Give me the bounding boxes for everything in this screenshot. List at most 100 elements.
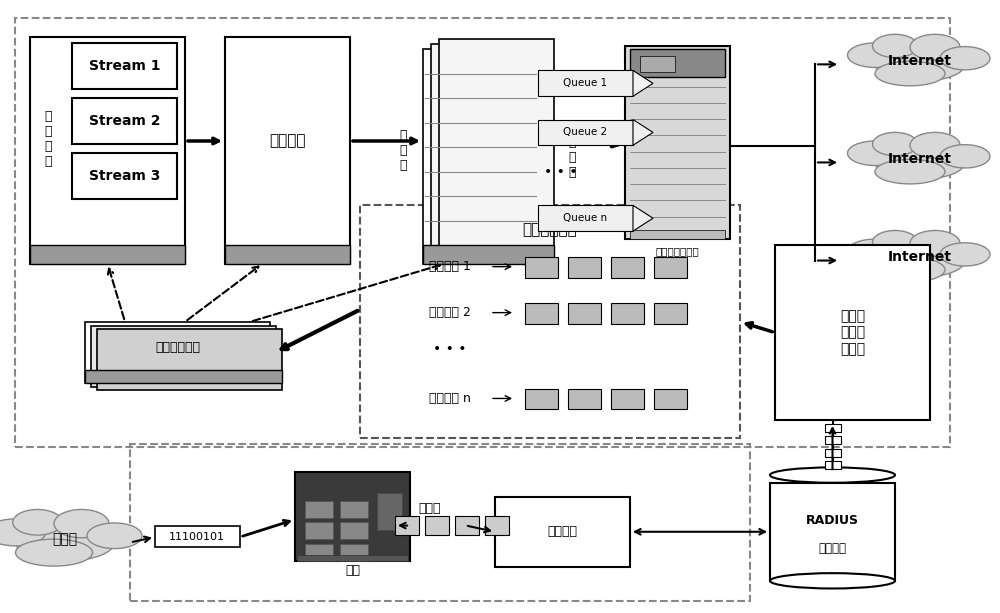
Bar [305,522,333,539]
Bar [630,49,725,77]
Bar [85,370,282,383]
Bar [495,497,630,567]
Text: 监听进程: 监听进程 [548,525,578,538]
Bar [30,245,185,264]
Text: 链
路
队
列: 链 路 队 列 [44,110,52,168]
Bar [525,303,558,324]
Polygon shape [633,70,653,96]
Text: 11100101: 11100101 [169,532,225,542]
Bar [611,303,644,324]
Ellipse shape [872,132,918,156]
Polygon shape [633,205,653,231]
Text: 用户链路 2: 用户链路 2 [429,306,471,319]
Text: 过
滤
器: 过 滤 器 [399,129,407,172]
Bar [340,544,368,561]
Text: Queue n: Queue n [563,213,607,223]
Ellipse shape [940,145,990,168]
Text: Internet: Internet [888,55,952,68]
Bar [72,153,177,199]
Bar [824,461,840,469]
Bar [538,205,633,231]
Bar [625,46,730,239]
Bar [340,501,368,518]
Bar [525,257,558,278]
Text: Stream 1: Stream 1 [89,59,160,73]
Bar [538,120,633,145]
Bar [225,37,350,264]
Text: Stream 2: Stream 2 [89,114,160,128]
Bar [340,522,368,539]
Bar [72,98,177,144]
Bar [455,516,479,535]
Bar [611,257,644,278]
Text: 以太帧: 以太帧 [419,502,441,516]
Bar [824,436,840,444]
Bar [525,389,558,409]
Bar [305,544,333,561]
Bar [654,389,687,409]
Bar [30,37,185,264]
Text: 链
路
队
列: 链 路 队 列 [568,121,576,179]
Text: 链路接入服务器: 链路接入服务器 [656,246,699,256]
Bar [423,245,554,264]
Bar [538,70,633,96]
Bar [425,516,449,535]
Bar [72,43,177,89]
Bar [305,501,333,518]
Ellipse shape [770,573,895,588]
Bar [611,389,644,409]
Text: Queue 1: Queue 1 [563,78,607,88]
Ellipse shape [910,34,960,60]
Bar [15,18,950,447]
Text: 用户链路 1: 用户链路 1 [429,260,471,273]
Text: 局域网: 局域网 [52,533,78,546]
Text: 流量控制策略: 流量控制策略 [523,223,577,237]
Text: Internet: Internet [888,251,952,264]
Ellipse shape [848,43,902,67]
Text: 用户链路 n: 用户链路 n [429,392,471,405]
Bar [130,444,750,601]
Text: RADIUS: RADIUS [806,514,859,527]
Bar [225,245,350,264]
Ellipse shape [875,159,945,184]
Bar [155,526,240,547]
Ellipse shape [940,243,990,266]
Bar [439,39,554,254]
Ellipse shape [940,47,990,70]
Text: 认证计费: 认证计费 [818,543,846,555]
Bar [630,230,725,239]
Ellipse shape [875,48,965,81]
Bar [568,257,601,278]
Bar [395,516,419,535]
Ellipse shape [875,257,945,282]
Ellipse shape [910,230,960,256]
Bar [654,257,687,278]
Text: Stream 3: Stream 3 [89,169,160,183]
Bar [360,205,740,438]
Ellipse shape [848,141,902,166]
Text: • • •: • • • [433,343,467,356]
Ellipse shape [770,467,895,483]
Text: • • •: • • • [544,165,578,178]
Ellipse shape [15,539,92,566]
Bar [654,303,687,324]
Bar [295,472,410,561]
Ellipse shape [87,523,142,549]
Bar [770,483,895,581]
Bar [297,555,408,561]
Bar [824,449,840,457]
Ellipse shape [54,509,109,538]
Text: 流量分类: 流量分类 [269,134,306,148]
Bar [485,516,509,535]
Bar [85,322,270,383]
Ellipse shape [910,132,960,158]
Ellipse shape [875,145,965,179]
Bar [377,493,402,530]
Bar [824,424,840,432]
Ellipse shape [875,61,945,86]
Polygon shape [633,120,653,145]
Ellipse shape [13,509,62,535]
Text: Internet: Internet [888,153,952,166]
Bar [431,44,546,259]
Ellipse shape [875,243,965,277]
